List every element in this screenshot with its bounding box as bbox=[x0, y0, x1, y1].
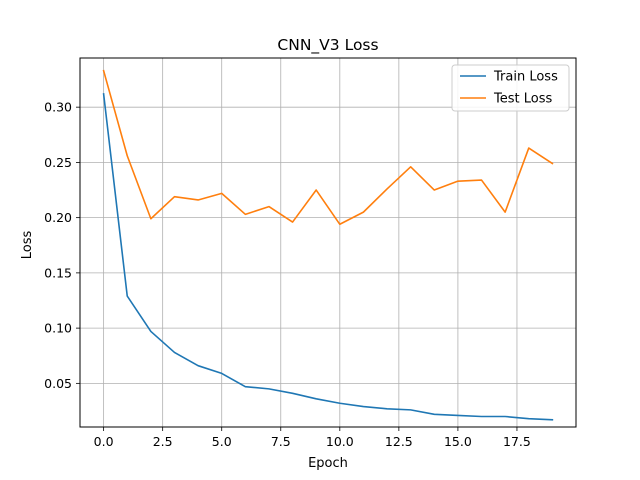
series-line-test-loss bbox=[102, 69, 554, 226]
legend-label-test-loss: Test Loss bbox=[493, 92, 552, 107]
x-tick-label: 0.0 bbox=[94, 434, 114, 449]
y-tick-label: 0.20 bbox=[44, 210, 72, 225]
chart-title: CNN_V3 Loss bbox=[277, 36, 378, 55]
y-tick-label: 0.15 bbox=[44, 265, 72, 280]
axis-ticks: 0.0 2.5 5.0 7.5 10.0 12.5 15.0 17.5 0.05 0.10 0.15… bbox=[44, 100, 531, 449]
x-tick-label: 7.5 bbox=[271, 434, 291, 449]
x-axis-label: Epoch bbox=[308, 456, 348, 471]
y-axis-label: Loss bbox=[20, 231, 35, 260]
y-tick-label: 0.05 bbox=[44, 376, 72, 391]
x-tick-label: 12.5 bbox=[385, 434, 413, 449]
x-tick-label: 17.5 bbox=[503, 434, 531, 449]
grid-lines bbox=[80, 58, 576, 427]
y-tick-label: 0.10 bbox=[44, 321, 72, 336]
legend: Train Loss Test Loss bbox=[451, 64, 570, 112]
y-tick-label: 0.25 bbox=[44, 155, 72, 170]
series-lines bbox=[102, 69, 554, 421]
x-tick-label: 5.0 bbox=[212, 434, 232, 449]
y-tick-label: 0.30 bbox=[44, 100, 72, 115]
legend-label-train-loss: Train Loss bbox=[493, 70, 558, 85]
plot-frame bbox=[79, 57, 577, 428]
x-tick-label: 15.0 bbox=[444, 434, 472, 449]
x-tick-label: 10.0 bbox=[326, 434, 354, 449]
x-tick-label: 2.5 bbox=[153, 434, 173, 449]
series-line-train-loss bbox=[102, 93, 554, 421]
